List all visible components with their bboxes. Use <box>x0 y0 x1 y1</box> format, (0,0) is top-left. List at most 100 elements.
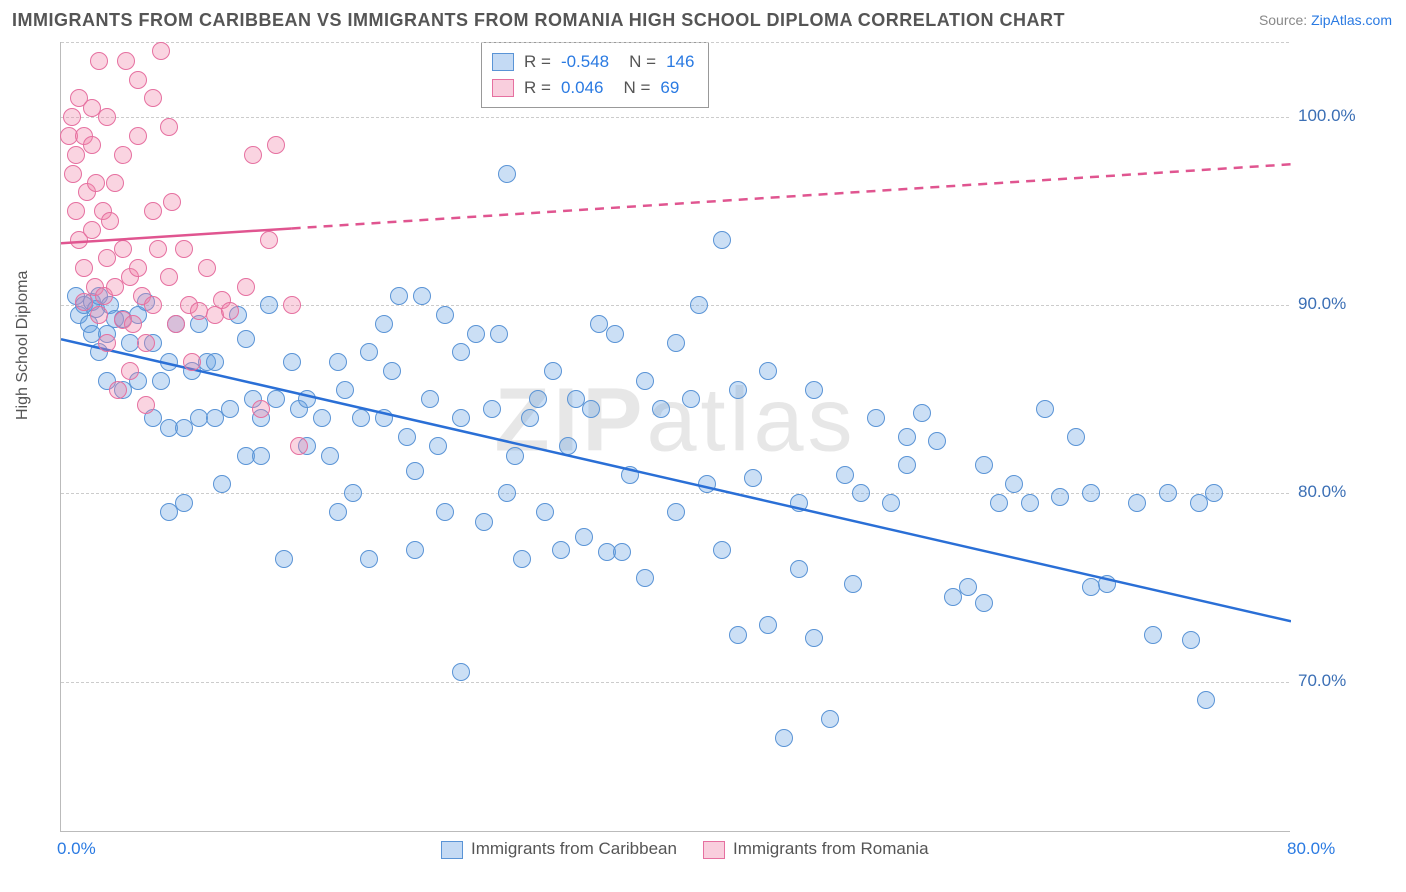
data-point <box>429 437 447 455</box>
data-point <box>83 221 101 239</box>
data-point <box>129 259 147 277</box>
data-point <box>836 466 854 484</box>
data-point <box>290 437 308 455</box>
data-point <box>452 409 470 427</box>
data-point <box>144 89 162 107</box>
data-point <box>744 469 762 487</box>
data-point <box>244 146 262 164</box>
data-point <box>552 541 570 559</box>
gridline <box>61 117 1289 118</box>
data-point <box>398 428 416 446</box>
data-point <box>175 494 193 512</box>
legend-swatch <box>492 79 514 97</box>
data-point <box>114 146 132 164</box>
data-point <box>98 334 116 352</box>
data-point <box>759 362 777 380</box>
data-point <box>283 353 301 371</box>
legend-item: Immigrants from Romania <box>703 839 929 859</box>
data-point <box>129 71 147 89</box>
data-point <box>1005 475 1023 493</box>
data-point <box>221 400 239 418</box>
data-point <box>729 381 747 399</box>
data-point <box>1197 691 1215 709</box>
data-point <box>1067 428 1085 446</box>
data-point <box>790 494 808 512</box>
gridline <box>61 305 1289 306</box>
source-link[interactable]: ZipAtlas.com <box>1311 12 1392 28</box>
data-point <box>613 543 631 561</box>
legend-item: Immigrants from Caribbean <box>441 839 677 859</box>
data-point <box>652 400 670 418</box>
x-tick-label: 80.0% <box>1287 839 1335 859</box>
data-point <box>90 52 108 70</box>
data-point <box>360 550 378 568</box>
data-point <box>1205 484 1223 502</box>
data-point <box>1021 494 1039 512</box>
data-point <box>390 287 408 305</box>
data-point <box>375 315 393 333</box>
data-point <box>175 240 193 258</box>
data-point <box>990 494 1008 512</box>
data-point <box>213 475 231 493</box>
r-value: 0.046 <box>561 78 604 98</box>
data-point <box>124 315 142 333</box>
data-point <box>160 268 178 286</box>
data-point <box>75 259 93 277</box>
data-point <box>137 334 155 352</box>
data-point <box>867 409 885 427</box>
y-tick-label: 70.0% <box>1298 671 1388 691</box>
y-tick-label: 100.0% <box>1298 106 1388 126</box>
series-legend: Immigrants from Caribbean Immigrants from… <box>441 839 929 859</box>
data-point <box>406 541 424 559</box>
chart-title: IMMIGRANTS FROM CARIBBEAN VS IMMIGRANTS … <box>12 10 1394 31</box>
data-point <box>383 362 401 380</box>
data-point <box>237 278 255 296</box>
y-tick-label: 90.0% <box>1298 294 1388 314</box>
data-point <box>98 108 116 126</box>
data-point <box>636 372 654 390</box>
data-point <box>267 390 285 408</box>
y-tick-label: 80.0% <box>1298 482 1388 502</box>
data-point <box>206 353 224 371</box>
data-point <box>64 165 82 183</box>
data-point <box>544 362 562 380</box>
data-point <box>928 432 946 450</box>
data-point <box>775 729 793 747</box>
r-value: -0.548 <box>561 52 609 72</box>
data-point <box>114 240 132 258</box>
r-label: R = <box>524 78 551 98</box>
data-point <box>821 710 839 728</box>
x-tick-label: 0.0% <box>57 839 96 859</box>
data-point <box>498 484 516 502</box>
data-point <box>975 594 993 612</box>
data-point <box>106 174 124 192</box>
data-point <box>283 296 301 314</box>
data-point <box>713 231 731 249</box>
data-point <box>898 456 916 474</box>
n-value: 69 <box>660 78 679 98</box>
data-point <box>536 503 554 521</box>
legend-row: R =-0.548N =146 <box>492 49 694 75</box>
n-label: N = <box>629 52 656 72</box>
data-point <box>713 541 731 559</box>
data-point <box>198 259 216 277</box>
data-point <box>483 400 501 418</box>
data-point <box>329 503 347 521</box>
data-point <box>759 616 777 634</box>
data-point <box>375 409 393 427</box>
data-point <box>183 353 201 371</box>
gridline <box>61 493 1289 494</box>
data-point <box>606 325 624 343</box>
data-point <box>898 428 916 446</box>
data-point <box>144 296 162 314</box>
data-point <box>1098 575 1116 593</box>
data-point <box>260 231 278 249</box>
gridline <box>61 682 1289 683</box>
data-point <box>498 165 516 183</box>
data-point <box>90 306 108 324</box>
data-point <box>137 396 155 414</box>
data-point <box>252 447 270 465</box>
data-point <box>636 569 654 587</box>
data-point <box>275 550 293 568</box>
source-prefix: Source: <box>1259 12 1311 28</box>
